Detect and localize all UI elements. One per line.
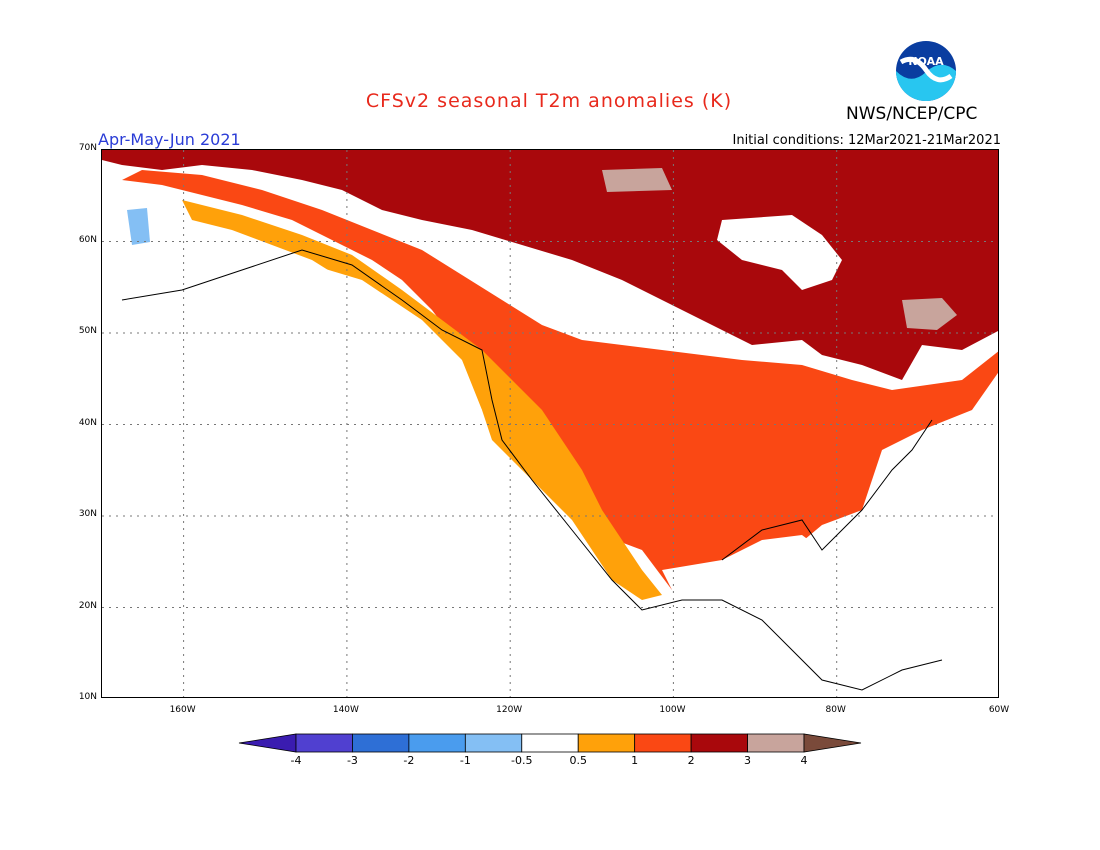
anomaly-region-arctic [102,150,998,380]
coastline [121,249,943,691]
colorbar-min-arrow [238,733,297,753]
colorbar-box [408,733,466,753]
colorbar-box [464,733,523,753]
colorbar [238,733,862,753]
colorbar-tick-label: -0.5 [511,754,533,767]
colorbar-tick-label: 1 [631,754,639,767]
colorbar-tick-label: -3 [346,754,358,767]
y-tick-label: 40N [78,417,97,428]
y-tick-label: 10N [78,692,97,702]
initial-conditions-label: Initial conditions: 12Mar2021-21Mar2021 [732,133,1002,148]
colorbar-tick-label: 3 [744,754,752,767]
anomaly-region-quebec-high [902,298,957,330]
hudson-bay [717,215,842,290]
y-tick-label: 20N [78,600,97,611]
y-tick-label: 50N [78,326,97,336]
colorbar-tick-label: 4 [800,754,808,767]
anomaly-region-pacific-coast [182,200,662,600]
colorbar-tick-label: -4 [290,754,302,767]
y-tick-label: 60N [78,234,97,245]
gridlines [102,150,998,697]
colorbar-box [747,733,805,753]
colorbar-box [634,733,692,753]
season-label: Apr-May-Jun 2021 [98,130,241,149]
colorbar-box [690,733,748,753]
x-tick-label: 160W [169,705,196,715]
colorbar-max-arrow [803,733,862,753]
x-tick-label: 60W [988,705,1010,715]
colorbar-tick-label: -2 [403,754,415,767]
colorbar-box [295,733,353,753]
anomaly-map [101,149,999,698]
map-title: CFSv2 seasonal T2m anomalies (K) [365,90,733,112]
x-tick-label: 100W [659,705,686,715]
x-tick-label: 120W [496,705,523,715]
anomaly-region-arctic-high [602,168,672,192]
svg-text:NOAA: NOAA [908,55,944,68]
colorbar-box [521,733,579,753]
anomaly-region-alaska-cool [127,208,150,245]
colorbar-tick-label: 2 [687,754,695,767]
x-tick-label: 140W [332,705,359,715]
colorbar-box [577,733,636,753]
pacific-ocean [102,240,482,697]
southern-ocean [482,590,998,697]
y-tick-label: 30N [78,509,97,519]
anomaly-region-west-canada [122,170,998,600]
colorbar-tick-label: 0.5 [569,754,587,767]
y-tick-label: 70N [78,143,97,153]
colorbar-tick-label: -1 [459,754,471,767]
colorbar-box [352,733,410,753]
map-canvas [102,150,998,697]
noaa-logo: NOAA [896,41,956,101]
agency-label: NWS/NCEP/CPC [846,104,978,124]
x-tick-label: 80W [825,705,846,715]
